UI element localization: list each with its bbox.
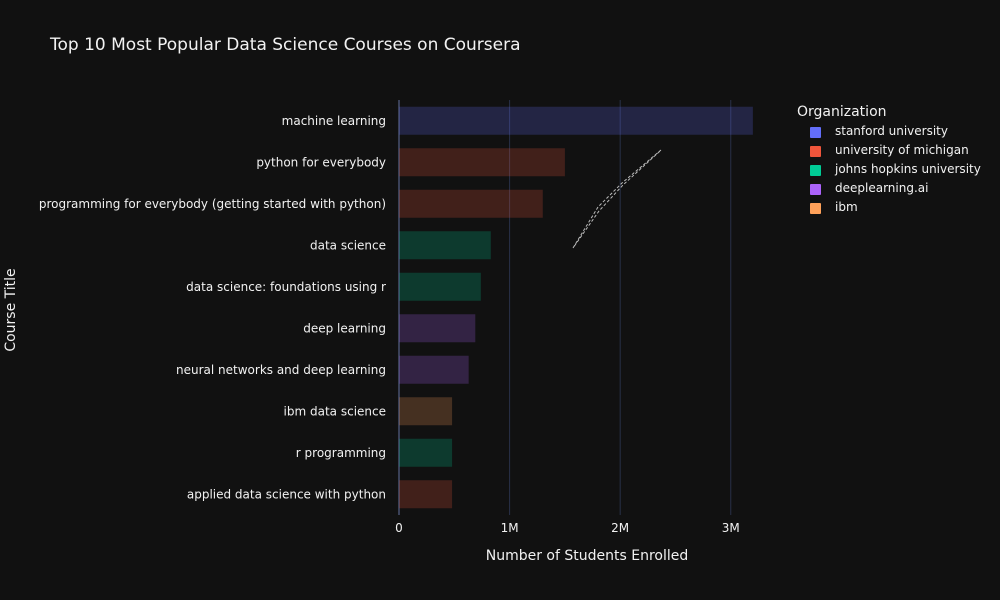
bar[interactable] [399, 148, 565, 177]
bar[interactable] [399, 480, 453, 509]
legend-item[interactable]: ibm [797, 200, 887, 219]
drawn-annotation-shape[interactable] [572, 149, 662, 249]
legend-label: ibm [835, 200, 858, 214]
legend-item[interactable]: johns hopkins university [797, 162, 981, 181]
bar[interactable] [399, 397, 453, 426]
x-tick-label: 1M [501, 521, 519, 535]
legend-label: university of michigan [835, 143, 969, 157]
legend-swatch [810, 184, 821, 195]
bar[interactable] [399, 355, 469, 384]
bar-series[interactable] [399, 106, 753, 509]
x-tick-label: 0 [395, 521, 403, 535]
y-tick-label: data science: foundations using r [186, 280, 386, 294]
legend-item[interactable]: university of michigan [797, 143, 969, 162]
y-tick-label: applied data science with python [187, 487, 386, 501]
y-tick-label: programming for everybody (getting start… [39, 197, 386, 211]
legend-items: stanford university university of michiga… [797, 124, 981, 219]
legend-title: Organization [797, 104, 887, 120]
legend-item[interactable]: stanford university [797, 124, 948, 143]
legend-label: deeplearning.ai [835, 181, 929, 195]
y-tick-label: deep learning [303, 321, 386, 335]
x-tick-label: 3M [722, 521, 740, 535]
bar[interactable] [399, 272, 481, 301]
y-axis-title: Course Title [3, 268, 19, 351]
x-tick-labels: 0 1M 2M 3M [395, 521, 740, 535]
y-tick-label: neural networks and deep learning [176, 363, 386, 377]
bar[interactable] [399, 189, 543, 218]
legend-label: johns hopkins university [835, 162, 981, 176]
y-tick-label: data science [310, 238, 386, 252]
legend: Organization stanford university universi… [797, 104, 981, 219]
legend-item[interactable]: deeplearning.ai [797, 181, 928, 200]
x-tick-label: 2M [611, 521, 629, 535]
legend-swatch [810, 127, 821, 138]
bar[interactable] [399, 231, 491, 260]
y-tick-label: machine learning [282, 114, 386, 128]
legend-label: stanford university [835, 124, 948, 138]
y-tick-label: ibm data science [284, 404, 386, 418]
chart-title: Top 10 Most Popular Data Science Courses… [49, 35, 521, 55]
bar[interactable] [399, 106, 753, 135]
legend-swatch [810, 203, 821, 214]
bar[interactable] [399, 314, 476, 343]
bar[interactable] [399, 438, 453, 467]
y-tick-labels: machine learning python for everybody prog… [39, 114, 386, 502]
gridlines [398, 100, 732, 515]
y-tick-label: python for everybody [256, 155, 386, 169]
legend-swatch [810, 165, 821, 176]
legend-swatch [810, 146, 821, 157]
y-tick-label: r programming [296, 446, 386, 460]
x-axis-title: Number of Students Enrolled [486, 548, 689, 564]
